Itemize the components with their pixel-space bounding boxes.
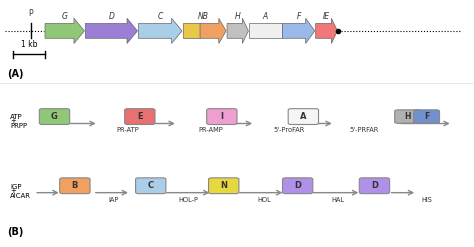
Text: C: C [148,181,154,190]
Text: (B): (B) [7,227,24,237]
Text: ATP: ATP [10,114,23,120]
FancyBboxPatch shape [288,109,319,124]
Text: (A): (A) [7,69,24,79]
Text: P: P [28,9,33,18]
Text: F: F [296,12,301,21]
Text: E: E [137,112,143,121]
Text: A: A [300,112,307,121]
FancyBboxPatch shape [414,110,439,123]
Polygon shape [85,18,137,43]
Text: G: G [62,12,67,21]
Text: 5'-PRFAR: 5'-PRFAR [349,127,379,133]
Text: IGP: IGP [10,184,22,190]
Polygon shape [45,18,84,43]
Polygon shape [138,18,182,43]
Text: NB: NB [197,12,209,21]
Text: HIS: HIS [421,197,432,203]
Text: HOL: HOL [257,197,272,203]
Text: AICAR: AICAR [10,193,31,199]
Text: C: C [157,12,163,21]
FancyBboxPatch shape [283,178,313,194]
FancyBboxPatch shape [207,109,237,124]
Text: +: + [10,188,16,194]
Polygon shape [249,23,282,38]
Text: D: D [294,181,301,190]
Text: H: H [404,112,411,121]
Polygon shape [316,18,337,43]
Text: PR-AMP: PR-AMP [198,127,223,133]
FancyBboxPatch shape [209,178,239,194]
Text: PR-ATP: PR-ATP [117,127,139,133]
Text: D: D [371,181,378,190]
Text: I: I [220,112,223,121]
Text: IE: IE [323,12,330,21]
Text: +: + [10,118,16,124]
Polygon shape [283,18,315,43]
Polygon shape [183,23,200,38]
FancyBboxPatch shape [39,109,70,124]
Text: HOL-P: HOL-P [179,197,199,203]
Text: H: H [235,12,241,21]
FancyBboxPatch shape [136,178,166,194]
Text: 1 kb: 1 kb [21,40,37,49]
FancyBboxPatch shape [395,110,420,123]
Text: A: A [263,12,268,21]
Text: IAP: IAP [109,197,119,203]
Text: G: G [51,112,58,121]
Text: PRPP: PRPP [10,123,27,129]
Text: F: F [424,112,429,121]
Polygon shape [227,18,248,43]
Text: HAL: HAL [331,197,344,203]
Text: B: B [72,181,78,190]
FancyBboxPatch shape [359,178,390,194]
Text: 5'-ProFAR: 5'-ProFAR [273,127,305,133]
Polygon shape [200,18,226,43]
Text: D: D [109,12,114,21]
Text: N: N [220,181,227,190]
FancyBboxPatch shape [60,178,90,194]
FancyBboxPatch shape [125,109,155,124]
